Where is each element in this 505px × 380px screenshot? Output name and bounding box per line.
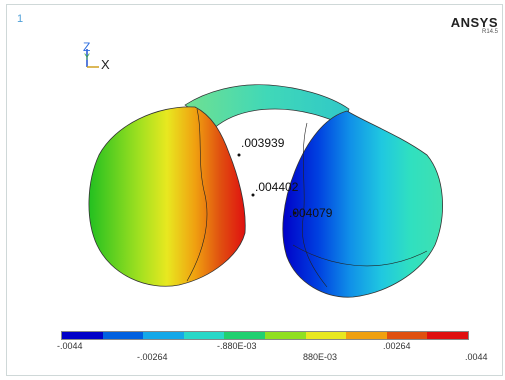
legend-color-segment xyxy=(224,332,265,339)
legend-color-segment xyxy=(143,332,184,339)
triad-x-label: X xyxy=(101,57,110,72)
legend-color-segment xyxy=(305,332,347,339)
model-right-lobe xyxy=(282,110,443,298)
probe-value: .004079 xyxy=(289,206,333,220)
legend-label: -.880E-03 xyxy=(217,341,257,351)
legend-label: .00264 xyxy=(383,341,411,351)
probe-value: .004402 xyxy=(255,180,299,194)
legend-color-segment xyxy=(346,332,387,339)
legend-label: -.00264 xyxy=(137,352,168,362)
triad-y-label: Y xyxy=(84,52,90,62)
brand-release: R14.5 xyxy=(481,29,498,35)
probe-marker xyxy=(251,193,255,197)
legend-color-segment xyxy=(427,332,468,339)
probe-marker xyxy=(293,211,297,215)
contour-legend: -.0044 -.880E-03 .00264 -.00264 880E-03 … xyxy=(57,327,488,367)
right-lobe-outline xyxy=(301,122,328,288)
left-lobe-outline xyxy=(186,108,208,282)
ansys-logo: ANSYS R14.5 xyxy=(451,15,498,35)
model-left-lobe xyxy=(88,106,246,287)
legend-color-bar xyxy=(61,331,469,340)
window-number: 1 xyxy=(17,13,24,25)
coordinate-triad-icon: Z Y X xyxy=(83,40,110,72)
legend-label: -.0044 xyxy=(57,341,83,351)
right-lobe-rim xyxy=(292,244,428,267)
probe-marker xyxy=(237,153,241,157)
legend-color-segment xyxy=(62,332,103,339)
legend-color-segment xyxy=(264,332,306,339)
legend-color-segment xyxy=(102,332,144,339)
probe-labels: .003939 .004402 .004079 xyxy=(237,136,333,220)
legend-label: .0044 xyxy=(465,352,488,362)
probe-value: .003939 xyxy=(241,136,285,150)
triad-z-label: Z xyxy=(83,40,90,54)
brand-name: ANSYS xyxy=(450,15,498,30)
legend-label: 880E-03 xyxy=(303,352,338,362)
model-plot: Z Y X .003939 .004402 .004079 xyxy=(83,40,443,298)
legend-color-segment xyxy=(386,332,428,339)
legend-color-segment xyxy=(183,332,225,339)
graphics-viewport[interactable]: 1 ANSYS R14.5 xyxy=(6,4,503,376)
